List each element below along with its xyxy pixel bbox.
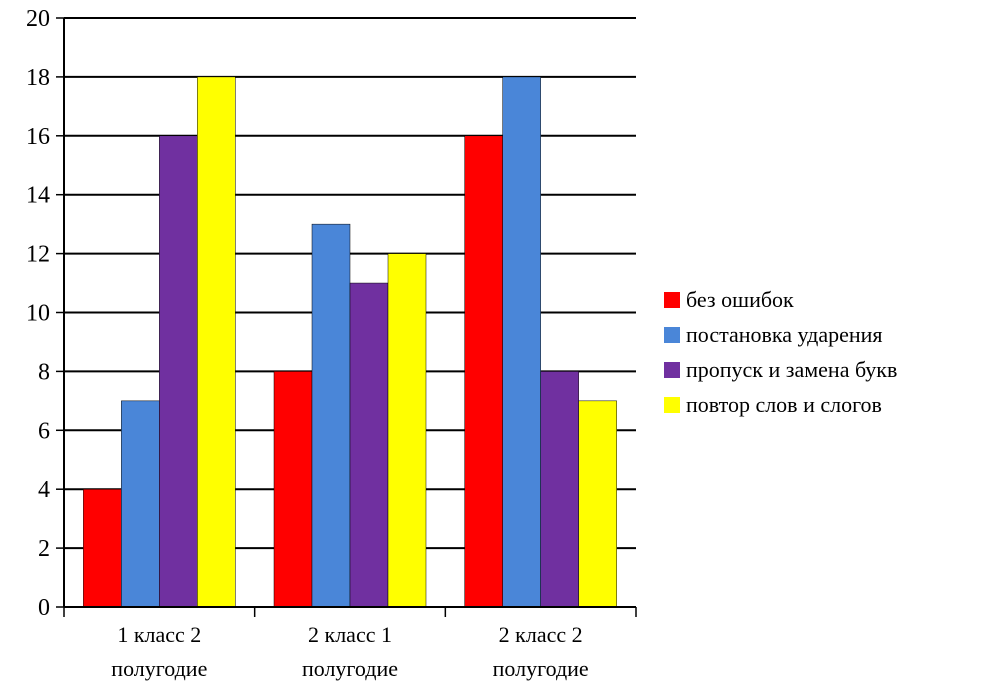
y-tick-label: 4 — [38, 477, 50, 503]
legend: без ошибок постановка ударения пропуск и з… — [664, 287, 897, 417]
bar-series-2-cat-1 — [349, 282, 389, 608]
y-tick-label: 2 — [38, 536, 50, 562]
legend-label-1: постановка ударения — [686, 322, 883, 347]
x-category-label: полугодие — [111, 656, 207, 681]
legend-swatch-1 — [664, 327, 680, 343]
bar-series-1-cat-0 — [121, 400, 160, 608]
legend-swatch-3 — [664, 397, 680, 413]
bar-series-0-cat-2 — [464, 135, 503, 608]
legend-swatch-0 — [664, 292, 680, 308]
bar-series-0-cat-0 — [83, 488, 122, 608]
bar-series-2-cat-0 — [159, 135, 198, 608]
legend-label-3: повтор слов и слогов — [686, 392, 882, 417]
bar-series-3-cat-2 — [578, 400, 617, 608]
bar-series-1-cat-2 — [502, 76, 541, 608]
bar-series-3-cat-0 — [197, 76, 236, 608]
bar-series-3-cat-1 — [387, 253, 427, 608]
y-tick-label: 18 — [26, 65, 50, 91]
x-category-label: 1 класс 2 — [117, 622, 201, 647]
x-category-label: 2 класс 1 — [308, 622, 392, 647]
y-tick-labels: 0 2 4 6 8 10 12 14 16 18 20 — [26, 6, 50, 621]
bars — [83, 76, 617, 608]
y-tick-label: 16 — [26, 124, 50, 150]
x-category-label: 2 класс 2 — [499, 622, 583, 647]
bar-series-2-cat-2 — [540, 371, 579, 608]
legend-swatch-2 — [664, 362, 680, 378]
y-tick-label: 6 — [38, 418, 50, 444]
y-tick-label: 14 — [26, 183, 50, 209]
y-tick-label: 10 — [26, 301, 50, 327]
axes — [56, 17, 637, 617]
x-category-label: полугодие — [493, 656, 589, 681]
legend-label-0: без ошибок — [686, 287, 794, 312]
legend-label-2: пропуск и замена букв — [686, 357, 897, 382]
x-category-label: полугодие — [302, 656, 398, 681]
bar-series-1-cat-1 — [311, 223, 351, 608]
y-tick-label: 8 — [38, 359, 50, 385]
y-tick-label: 12 — [26, 242, 50, 268]
y-tick-label: 20 — [26, 6, 50, 32]
y-tick-label: 0 — [38, 595, 50, 621]
bar-series-0-cat-1 — [273, 371, 313, 608]
x-category-labels: 1 класс 2 полугодие 2 класс 1 полугодие 2 кл… — [111, 622, 588, 681]
